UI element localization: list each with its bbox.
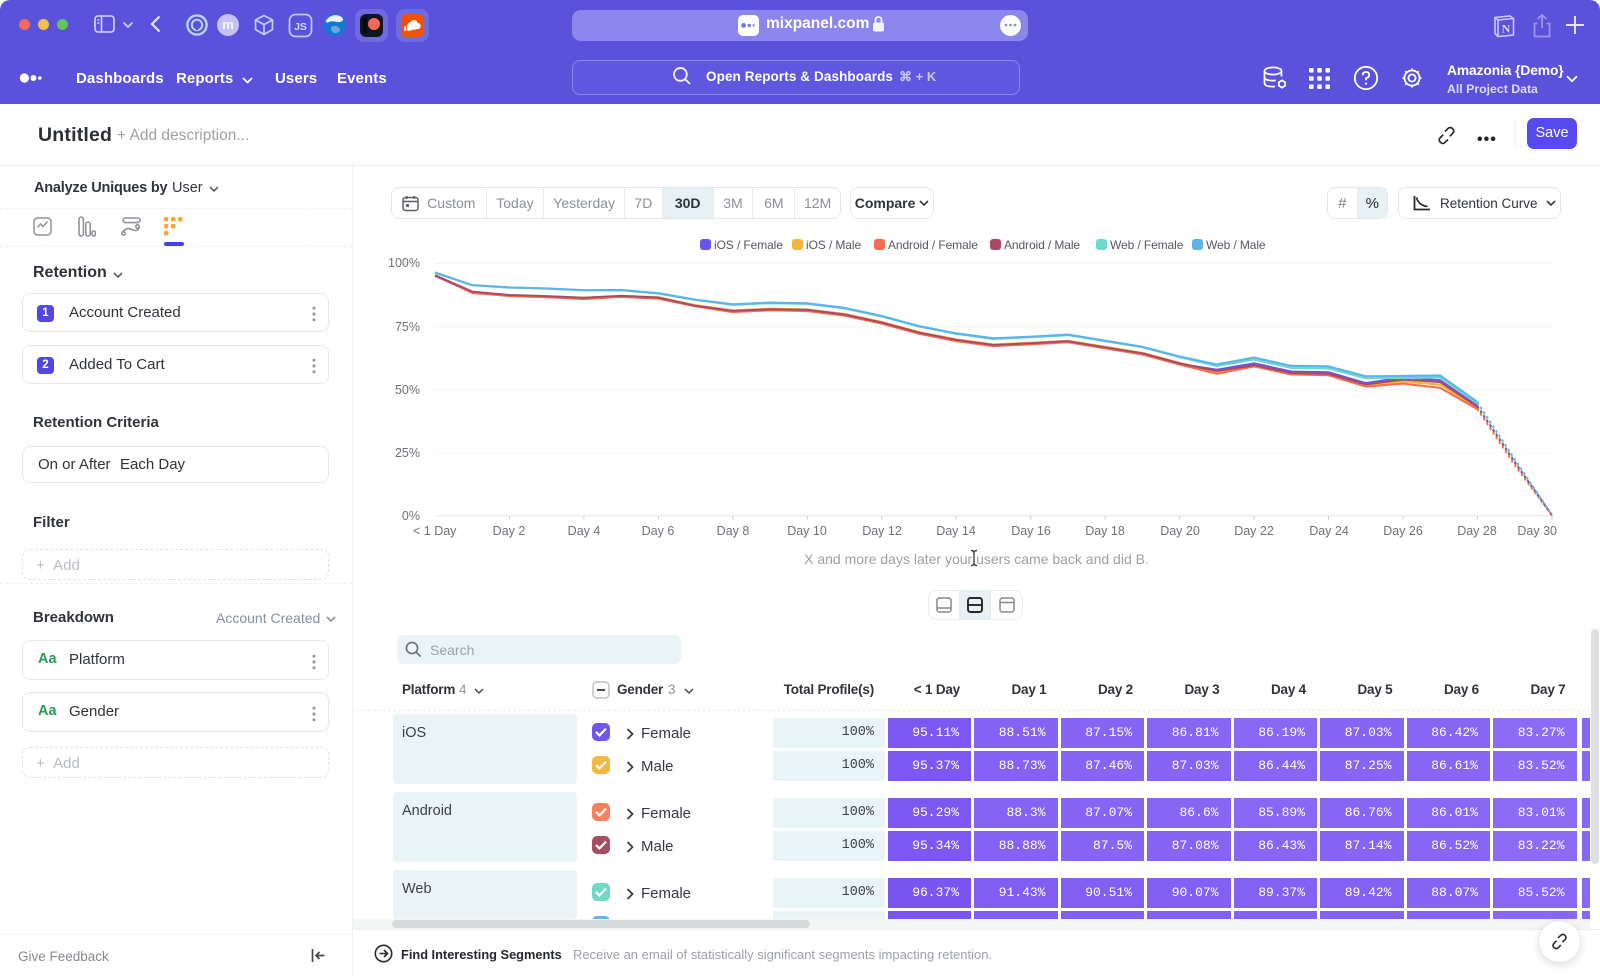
svg-text:JS: JS: [294, 21, 307, 33]
svg-text:N: N: [1502, 22, 1511, 36]
